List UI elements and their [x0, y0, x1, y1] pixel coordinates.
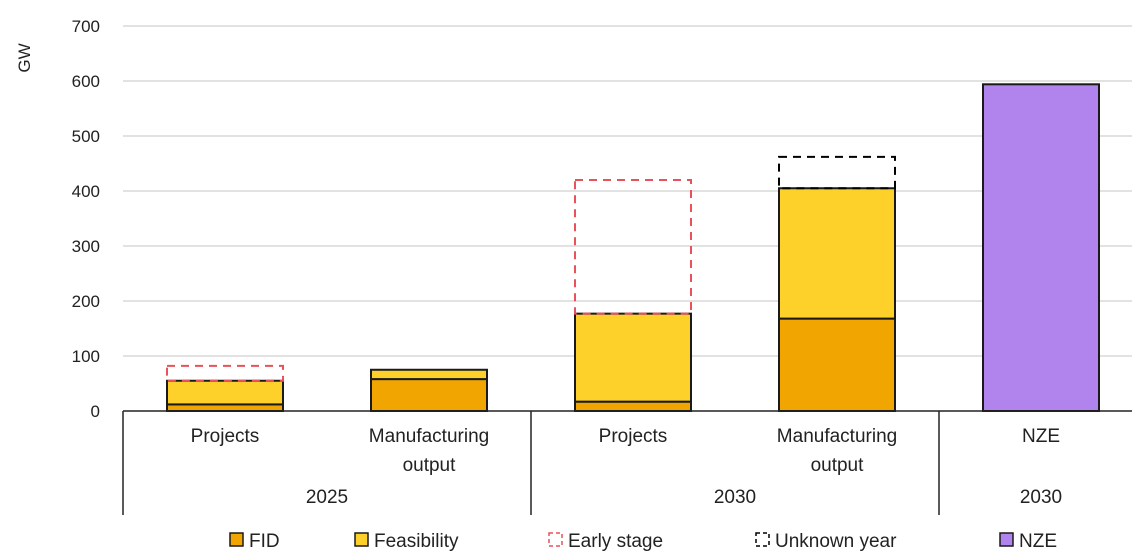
- y-axis-label: GW: [15, 43, 34, 72]
- bar-unknown-year: [779, 157, 895, 188]
- legend-swatch: [355, 533, 368, 546]
- bars: [167, 84, 1099, 411]
- x-group-label: 2030: [714, 487, 756, 508]
- x-group-label: 2025: [306, 487, 348, 508]
- legend-item-fid: FID: [230, 531, 280, 552]
- bar-feasibility: [371, 370, 487, 379]
- x-category-label: Manufacturing: [369, 426, 489, 447]
- legend-swatch: [230, 533, 243, 546]
- legend-item-early-stage: Early stage: [549, 531, 663, 552]
- legend-label: NZE: [1019, 531, 1057, 552]
- legend-item-unknown-year: Unknown year: [756, 531, 897, 552]
- y-tick-label: 500: [72, 127, 100, 146]
- y-tick-label: 200: [72, 292, 100, 311]
- y-tick-label: 0: [91, 402, 100, 421]
- y-tick-label: 400: [72, 182, 100, 201]
- legend: FID Feasibility Early stage Unknown year NZE: [230, 531, 1057, 552]
- x-category-label: Manufacturing: [777, 426, 897, 447]
- legend-label: FID: [249, 531, 280, 552]
- x-category-label: output: [811, 455, 865, 476]
- bar-fid: [575, 402, 691, 411]
- x-group-label: 2030: [1020, 487, 1062, 508]
- legend-item-nze: NZE: [1000, 531, 1057, 552]
- bar-feasibility: [779, 188, 895, 318]
- y-axis-ticks: 0 100 200 300 400 500 600 700: [72, 17, 100, 421]
- y-tick-label: 600: [72, 72, 100, 91]
- gridlines: [123, 26, 1132, 356]
- bar-fid: [779, 319, 895, 411]
- legend-label: Early stage: [568, 531, 663, 552]
- legend-swatch: [1000, 533, 1013, 546]
- legend-label: Unknown year: [775, 531, 897, 552]
- bar-early-stage: [167, 366, 283, 381]
- legend-label: Feasibility: [374, 531, 459, 552]
- bar-fid: [371, 379, 487, 411]
- bar-feasibility: [575, 314, 691, 402]
- y-tick-label: 100: [72, 347, 100, 366]
- bar-nze: [983, 84, 1099, 411]
- legend-swatch: [756, 533, 769, 546]
- x-category-label: Projects: [191, 426, 260, 447]
- x-category-label: output: [403, 455, 457, 476]
- y-tick-label: 300: [72, 237, 100, 256]
- x-axis: Projects Manufacturing output Projects Manuf…: [123, 411, 1132, 515]
- x-category-label: Projects: [599, 426, 668, 447]
- y-tick-label: 700: [72, 17, 100, 36]
- legend-item-feasibility: Feasibility: [355, 531, 459, 552]
- bar-early-stage: [575, 180, 691, 314]
- bar-feasibility: [167, 381, 283, 405]
- x-category-label: NZE: [1022, 426, 1060, 447]
- legend-swatch: [549, 533, 562, 546]
